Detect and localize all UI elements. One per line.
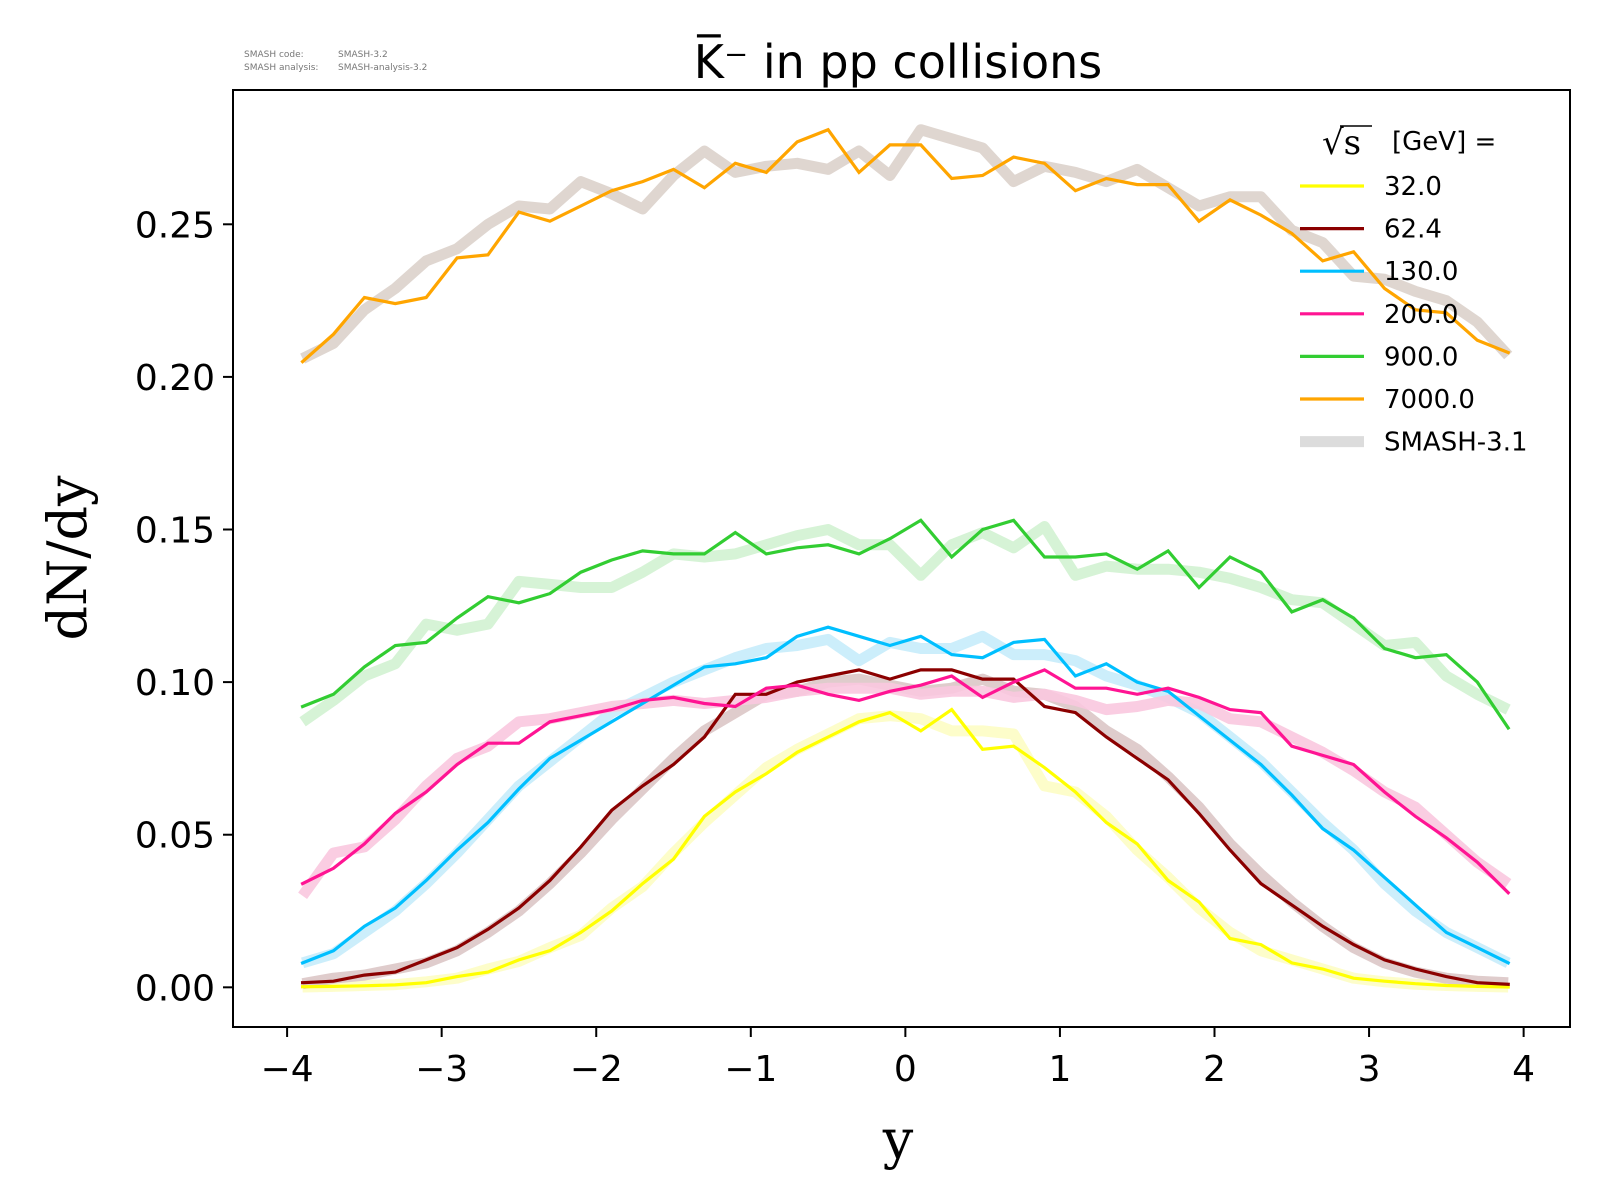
x-tick-label: 2 bbox=[1203, 1049, 1226, 1090]
y-axis-label: dN/dy bbox=[36, 475, 99, 641]
x-tick-label: 1 bbox=[1048, 1049, 1071, 1090]
reference-line-7000.0 bbox=[300, 124, 1513, 364]
series-line-130.0 bbox=[300, 625, 1511, 966]
x-tick-label: 0 bbox=[894, 1049, 917, 1090]
series-line-7000.0 bbox=[300, 127, 1511, 364]
legend-title-unit: [GeV] = bbox=[1392, 127, 1496, 157]
legend-entry-label: 130.0 bbox=[1384, 257, 1458, 287]
series-line-32.0 bbox=[300, 707, 1510, 989]
legend: √s [GeV] = 32.0 62.4 130.0 200.0 900.0 7000.0… bbox=[1300, 123, 1528, 458]
legend-entries: 32.0 62.4 130.0 200.0 900.0 7000.0 SMASH-3.1 bbox=[1300, 172, 1528, 458]
reference-line-130.0 bbox=[301, 630, 1511, 969]
series-line-62.4 bbox=[300, 668, 1510, 986]
x-tick-label: 4 bbox=[1512, 1049, 1535, 1090]
watermark: SMASH code: SMASH-3.2 SMASH analysis: SM… bbox=[244, 50, 427, 73]
legend-entry-label: SMASH-3.1 bbox=[1384, 428, 1528, 458]
legend-entry-label: 200.0 bbox=[1384, 300, 1458, 330]
y-tick-label: 0.15 bbox=[135, 511, 215, 552]
y-tick-label: 0.00 bbox=[135, 968, 215, 1009]
watermark-code-value: SMASH-3.2 bbox=[338, 50, 388, 60]
legend-entry-label: 32.0 bbox=[1384, 172, 1442, 202]
x-tick-label: −4 bbox=[261, 1049, 314, 1090]
series-line-900.0 bbox=[300, 518, 1511, 731]
y-tick-label: 0.05 bbox=[135, 816, 215, 857]
reference-line-200.0 bbox=[298, 682, 1512, 900]
watermark-code-label: SMASH code: bbox=[244, 50, 304, 60]
x-axis-label: y bbox=[882, 1108, 914, 1171]
x-tick-label: −3 bbox=[415, 1049, 468, 1090]
legend-entry-label: 7000.0 bbox=[1384, 385, 1475, 415]
legend-entry-label: 900.0 bbox=[1384, 342, 1458, 372]
plot-frame bbox=[232, 89, 1571, 1028]
watermark-analysis-value: SMASH-analysis-3.2 bbox=[338, 63, 427, 73]
y-tick-label: 0.20 bbox=[135, 358, 215, 399]
legend-title-radical: √s bbox=[1322, 123, 1361, 163]
x-axis: −4 −3 −2 −1 0 1 2 3 4 bbox=[261, 1027, 1535, 1090]
x-tick-label: −2 bbox=[570, 1049, 623, 1090]
y-tick-label: 0.25 bbox=[135, 205, 215, 246]
x-tick-label: −1 bbox=[724, 1049, 777, 1090]
series-line-200.0 bbox=[300, 668, 1511, 895]
legend-entry-label: 62.4 bbox=[1384, 215, 1442, 245]
chart-title: K̅⁻ in pp collisions bbox=[694, 34, 1102, 89]
x-tick-label: 3 bbox=[1358, 1049, 1381, 1090]
y-axis: 0.00 0.05 0.10 0.15 0.20 0.25 bbox=[135, 205, 233, 1009]
watermark-analysis-label: SMASH analysis: bbox=[244, 63, 318, 73]
y-tick-label: 0.10 bbox=[135, 663, 215, 704]
series-layer bbox=[300, 127, 1511, 989]
reference-line-900.0 bbox=[299, 521, 1511, 727]
